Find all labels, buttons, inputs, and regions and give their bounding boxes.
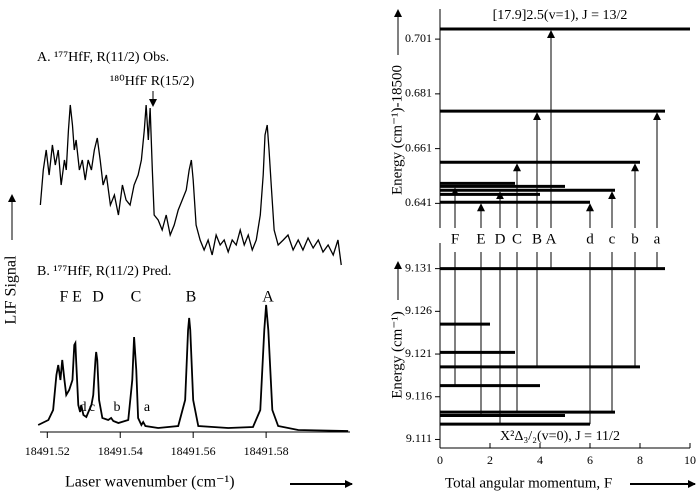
peak-label: c bbox=[89, 400, 95, 415]
transition-label: E bbox=[476, 231, 485, 247]
y-tick-label: 0.701 bbox=[405, 31, 432, 45]
transition-label: A bbox=[546, 231, 557, 247]
transition-label: b bbox=[631, 231, 639, 247]
x-axis-label: Total angular momentum, F bbox=[445, 475, 612, 491]
x-tick-label: 4 bbox=[537, 453, 543, 467]
x-tick-label: 18491.56 bbox=[171, 444, 216, 458]
transition-label: a bbox=[654, 231, 661, 247]
y-tick-label: 9.131 bbox=[405, 260, 432, 274]
peak-label: D bbox=[92, 289, 104, 306]
y-tick-label: 0.681 bbox=[405, 86, 432, 100]
y-axis-label: Energy (cm⁻¹)-18500 bbox=[389, 65, 405, 195]
y-tick-label: 9.116 bbox=[405, 389, 432, 403]
transition-label: C bbox=[512, 231, 522, 247]
peak-label: E bbox=[72, 289, 82, 306]
transition-label: c bbox=[609, 231, 616, 247]
x-axis-label: Laser wavenumber (cm⁻¹) bbox=[65, 474, 235, 491]
y-axis-label: LIF Signal bbox=[3, 255, 20, 324]
y-tick-label: 0.661 bbox=[405, 140, 432, 154]
y-tick-label: 9.126 bbox=[405, 303, 432, 317]
x-tick-label: 18491.52 bbox=[25, 444, 70, 458]
level-title: [17.9]2.5(v=1), J = 13/2 bbox=[493, 8, 628, 23]
peak-label: d bbox=[80, 400, 87, 415]
x-tick-label: 2 bbox=[487, 453, 493, 467]
y-tick-label: 0.641 bbox=[405, 195, 432, 209]
annotation: B. ¹⁷⁷HfF, R(11/2) Pred. bbox=[37, 264, 171, 279]
transition-label: D bbox=[495, 231, 506, 247]
y-tick-label: 9.111 bbox=[406, 431, 432, 445]
spectrum-line bbox=[39, 104, 342, 266]
peak-label: B bbox=[186, 289, 197, 306]
level-title: X²Δ₃/₂(v=0), J = 11/2 bbox=[500, 429, 620, 444]
peak-label: C bbox=[131, 289, 142, 306]
annotation: A. ¹⁷⁷HfF, R(11/2) Obs. bbox=[37, 50, 169, 65]
x-tick-label: 8 bbox=[637, 453, 643, 467]
transition-label: d bbox=[586, 231, 594, 247]
x-tick-label: 10 bbox=[684, 453, 696, 467]
peak-label: b bbox=[114, 400, 121, 415]
transition-label: F bbox=[451, 231, 459, 247]
peak-label: a bbox=[144, 400, 151, 415]
peak-label: A bbox=[262, 289, 274, 306]
x-tick-label: 6 bbox=[587, 453, 593, 467]
y-axis-label: Energy (cm⁻¹) bbox=[389, 311, 405, 399]
transition-label: B bbox=[532, 231, 542, 247]
x-tick-label: 18491.58 bbox=[244, 444, 289, 458]
peak-label: F bbox=[60, 289, 69, 306]
spectrum-line bbox=[37, 304, 349, 432]
y-tick-label: 9.121 bbox=[405, 346, 432, 360]
x-tick-label: 18491.54 bbox=[98, 444, 143, 458]
annotation: ¹⁸⁰HfF R(15/2) bbox=[110, 74, 195, 89]
x-tick-label: 0 bbox=[437, 453, 443, 467]
